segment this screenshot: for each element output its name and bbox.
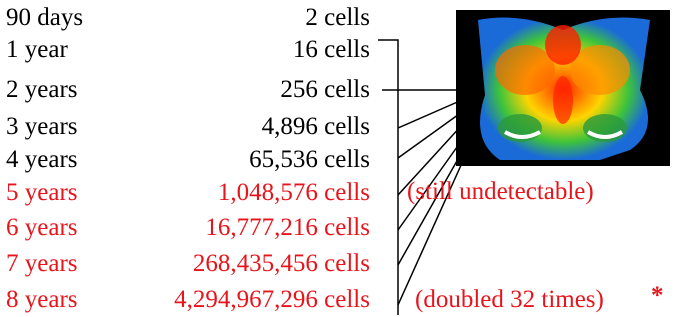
time-label: 2 years — [6, 75, 78, 105]
asterisk: * — [651, 281, 664, 311]
annotation: (doubled 32 times) — [415, 285, 604, 315]
thermal-image — [456, 10, 670, 166]
cell-count: 1,048,576 cells — [218, 178, 370, 208]
cell-count: 256 cells — [280, 75, 370, 105]
time-label: 90 days — [6, 3, 83, 33]
cell-count: 268,435,456 cells — [193, 249, 370, 279]
time-label: 8 years — [6, 285, 78, 315]
time-label: 6 years — [6, 213, 78, 243]
time-label: 7 years — [6, 249, 78, 279]
cell-count: 65,536 cells — [249, 145, 370, 175]
time-label: 4 years — [6, 145, 78, 175]
cell-count: 2 cells — [305, 3, 370, 33]
annotation: (still undetectable) — [407, 177, 594, 207]
page: (still undetectable) (doubled 32 times) … — [0, 0, 691, 317]
time-label: 1 year — [6, 35, 68, 65]
cell-count: 4,294,967,296 cells — [174, 285, 370, 315]
cell-count: 16,777,216 cells — [205, 213, 370, 243]
time-label: 3 years — [6, 112, 78, 142]
time-label: 5 years — [6, 178, 78, 208]
cell-count: 4,896 cells — [262, 112, 370, 142]
cell-count: 16 cells — [293, 35, 370, 65]
